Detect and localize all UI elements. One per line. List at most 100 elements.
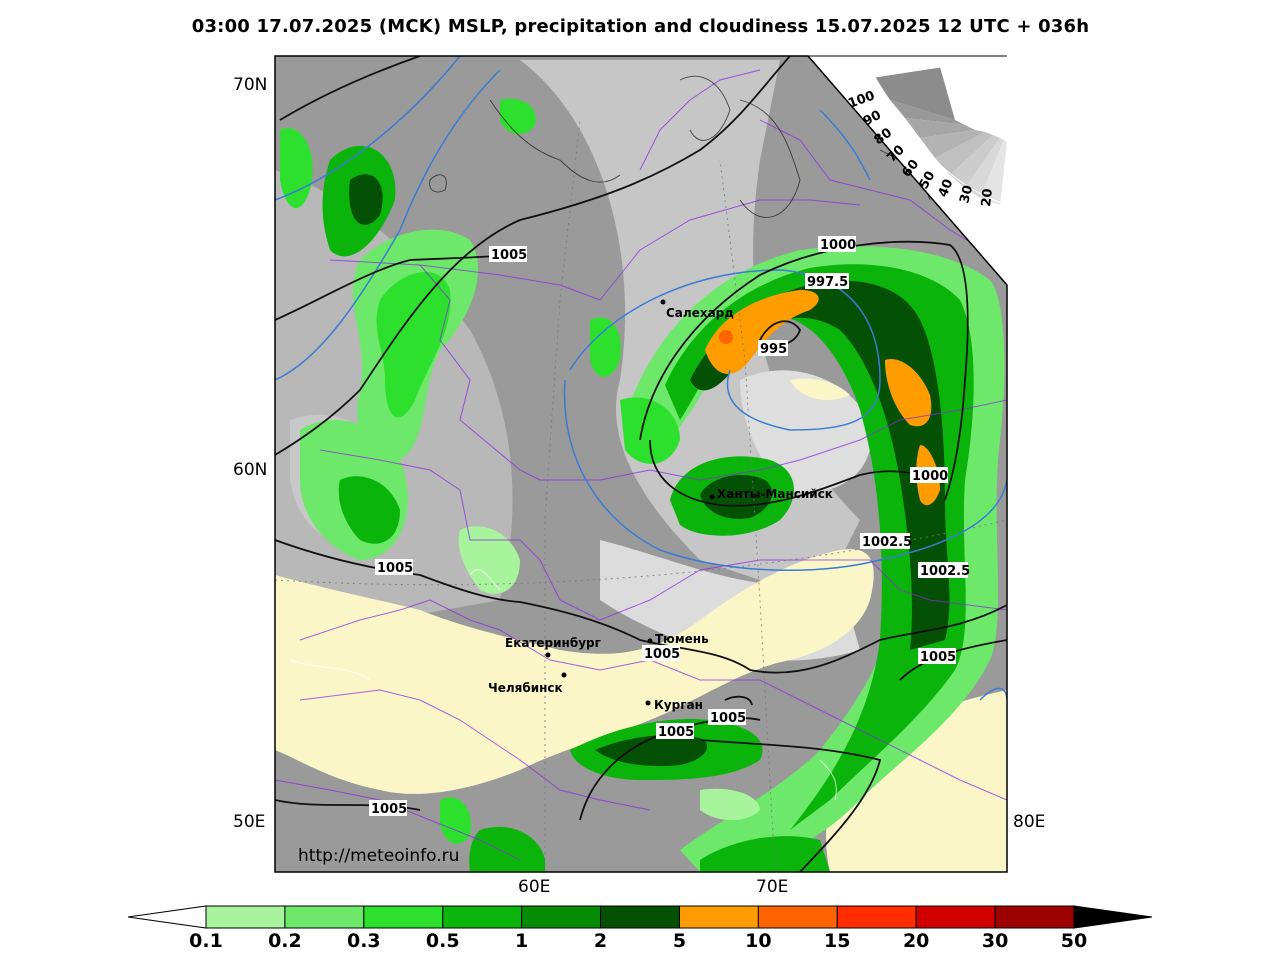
- lon-label-50e: 50E: [233, 812, 266, 832]
- map-field: [275, 56, 1007, 872]
- isobar-label: 995: [758, 340, 788, 357]
- legend-tick-label: 5: [672, 930, 687, 952]
- legend-bin: [994, 905, 1075, 929]
- isobar-label: 1005: [375, 559, 413, 576]
- coastlines: [289, 569, 837, 801]
- cities: Салехард Ханты-Мансийск Тюмень Екатеринб…: [488, 299, 833, 712]
- legend-bin: [363, 905, 444, 929]
- legend-right-arrow: [1073, 905, 1153, 929]
- cloud-scale-label: 40: [936, 177, 957, 199]
- lat-label-60n: 60N: [233, 460, 268, 480]
- legend-tick-label: 30: [981, 930, 1009, 952]
- legend-bin: [521, 905, 602, 929]
- city-khanty-mansiysk: Ханты-Мансийск: [709, 487, 833, 501]
- clear-sky-area: [275, 549, 874, 794]
- legend-bin: [757, 905, 838, 929]
- svg-text:1000: 1000: [820, 238, 856, 253]
- isobar-label: 997.5: [805, 273, 849, 290]
- precip-area: [620, 397, 680, 464]
- isobar-label: 1005: [708, 709, 746, 726]
- legend-bin: [915, 905, 996, 929]
- legend-left-arrow: [127, 905, 207, 929]
- isobar-label: 1005: [642, 645, 680, 662]
- precip-area: [719, 330, 733, 344]
- svg-text:1005: 1005: [371, 802, 407, 817]
- legend-tick-label: 0.1: [189, 930, 223, 952]
- precip-area: [458, 526, 520, 594]
- precip-area: [469, 826, 545, 872]
- legend-tick-label: 20: [902, 930, 930, 952]
- isobar-label: 1005: [656, 723, 694, 740]
- legend-tick-label: 2: [593, 930, 608, 952]
- svg-text:Ханты-Мансийск: Ханты-Мансийск: [717, 487, 833, 501]
- legend-tick-label: 10: [745, 930, 772, 952]
- svg-text:1002.5: 1002.5: [920, 564, 970, 579]
- admin-borders: [275, 69, 1007, 861]
- precip-area: [440, 797, 471, 844]
- svg-text:1002.5: 1002.5: [862, 535, 912, 550]
- svg-text:995: 995: [760, 342, 787, 357]
- legend-bin: [678, 905, 759, 929]
- lon-label-80e: 80E: [1013, 812, 1046, 832]
- city-chelyabinsk: Челябинск: [488, 672, 567, 695]
- precip-area: [338, 476, 400, 544]
- legend-bins: [205, 905, 1075, 929]
- city-yekaterinburg: Екатеринбург: [505, 636, 601, 658]
- precip-area: [700, 475, 773, 519]
- svg-text:997.5: 997.5: [807, 275, 848, 290]
- lon-label-60e: 60E: [518, 877, 551, 897]
- isobar-labels: 1005 1000 997.5 995 1000 1002.5 1002.5 1…: [369, 236, 970, 817]
- map-frame: [274, 55, 1008, 873]
- legend-bin: [600, 905, 680, 929]
- legend-bin: [205, 905, 286, 929]
- svg-text:1005: 1005: [644, 647, 680, 662]
- precip-area: [280, 128, 313, 209]
- svg-text:Курган: Курган: [654, 698, 703, 712]
- isobar-label: 1005: [489, 246, 527, 263]
- city-salekhard: Салехард: [660, 299, 734, 320]
- svg-text:Тюмень: Тюмень: [655, 632, 709, 646]
- legend-tick-label: 0.3: [346, 930, 381, 952]
- map-title: 03:00 17.07.2025 (MCK) MSLP, precipitati…: [191, 16, 1090, 37]
- isobar-label: 1000: [818, 236, 856, 253]
- cloud-scale-wheel: [874, 66, 1008, 206]
- svg-text:Салехард: Салехард: [666, 306, 734, 320]
- isobar-label: 1002.5: [860, 533, 912, 550]
- isobar-label: 1000: [910, 467, 948, 484]
- legend-tick-label: 1: [515, 930, 529, 952]
- svg-text:1005: 1005: [710, 711, 746, 726]
- precip-area: [376, 271, 451, 418]
- precip-area: [349, 174, 383, 225]
- isobar-label: 1005: [369, 800, 407, 817]
- precip-legend: [127, 905, 1153, 929]
- legend-bin: [284, 905, 365, 929]
- precip-area: [705, 290, 819, 374]
- svg-text:1005: 1005: [920, 650, 956, 665]
- svg-text:Екатеринбург: Екатеринбург: [505, 636, 601, 650]
- precip-area: [590, 317, 621, 377]
- legend-tick-label: 50: [1060, 930, 1088, 952]
- lon-label-70e: 70E: [756, 877, 789, 897]
- legend-tick-label: 0.2: [268, 930, 302, 952]
- cloud-scale-label: 20: [979, 188, 996, 208]
- city-kurgan: Курган: [645, 698, 703, 712]
- precip-area: [885, 359, 932, 427]
- svg-text:1000: 1000: [912, 469, 948, 484]
- svg-text:1005: 1005: [491, 248, 527, 263]
- precip-area: [700, 836, 830, 872]
- watermark: http://meteoinfo.ru: [298, 846, 459, 866]
- legend-bin: [836, 905, 917, 929]
- blue-contours: [275, 56, 1007, 701]
- svg-text:Челябинск: Челябинск: [488, 681, 563, 695]
- precip-area: [700, 788, 760, 821]
- legend-tick-label: 15: [824, 930, 851, 952]
- clear-sky-area: [790, 378, 850, 400]
- svg-text:1005: 1005: [658, 725, 694, 740]
- precip-area: [595, 735, 708, 767]
- isobar-label: 1002.5: [918, 562, 970, 579]
- legend-bin: [442, 905, 523, 929]
- cloud-scale-label: 30: [957, 184, 976, 205]
- legend-tick-label: 0.5: [425, 930, 460, 952]
- isobar-label: 1005: [918, 648, 956, 665]
